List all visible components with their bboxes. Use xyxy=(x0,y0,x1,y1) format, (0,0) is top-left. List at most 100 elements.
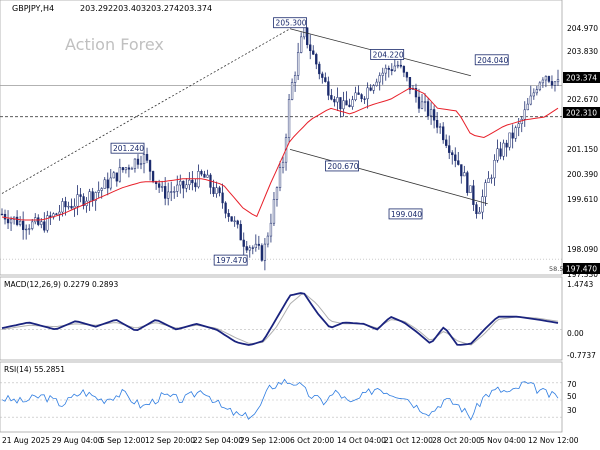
candle-body xyxy=(58,211,61,215)
candle-body xyxy=(357,92,360,95)
candle-body xyxy=(351,99,354,107)
candle-body xyxy=(324,77,327,82)
candle-body xyxy=(157,183,161,188)
candle-body xyxy=(239,224,242,241)
candle-body xyxy=(266,235,270,245)
candle-body xyxy=(306,27,309,46)
candle-body xyxy=(55,213,58,215)
candle-body xyxy=(64,201,67,208)
candle-body xyxy=(484,182,487,197)
candle-body xyxy=(336,97,339,103)
watermark: Action Forex xyxy=(65,35,164,54)
candle-body xyxy=(133,158,137,169)
price-tick: 198.090 xyxy=(567,245,598,254)
candle-body xyxy=(384,67,387,74)
candle-body xyxy=(360,94,363,100)
candle-body xyxy=(170,191,173,193)
candle-body xyxy=(366,87,369,100)
candle-body xyxy=(37,217,40,225)
current-price-text: 203.374 xyxy=(566,74,597,83)
candle-body xyxy=(345,100,348,106)
candle-body xyxy=(502,142,505,157)
candle-body xyxy=(236,220,239,225)
price-annotation: 200.670 xyxy=(325,160,359,172)
candle-body xyxy=(88,191,91,202)
candle-body xyxy=(164,186,167,199)
candle-body xyxy=(3,213,7,220)
candle-body xyxy=(496,148,499,161)
candle-body xyxy=(136,158,140,165)
candle-body xyxy=(242,239,245,247)
candle-body xyxy=(466,172,469,193)
candle-body xyxy=(469,185,472,193)
price-annotation: 201.240 xyxy=(110,142,145,154)
ohlc-high: 203.403 xyxy=(113,4,146,13)
candle-body xyxy=(330,95,333,100)
price-annotation: 197.470 xyxy=(213,254,248,266)
level-line-tag-text: 202.310 xyxy=(566,109,597,118)
candle-body xyxy=(25,228,28,231)
macd-main-line xyxy=(1,292,559,346)
candle-body xyxy=(396,64,399,67)
candle-body xyxy=(493,159,496,179)
candle-body xyxy=(94,192,97,201)
time-tick: 21 Oct 12:00 xyxy=(384,436,433,445)
candle-body xyxy=(435,120,439,128)
annotation-box xyxy=(273,17,307,29)
candle-body xyxy=(176,184,179,192)
candle-body xyxy=(417,96,421,109)
candle-body xyxy=(523,109,526,120)
price-tick: 202.670 xyxy=(567,95,598,104)
candle-body xyxy=(245,246,248,251)
candle-body xyxy=(28,228,31,230)
time-tick: 5 Sep 12:00 xyxy=(100,436,146,445)
candle-body xyxy=(182,180,185,189)
moving-average-line xyxy=(1,87,559,221)
candle-body xyxy=(451,152,454,156)
candle-body xyxy=(79,194,82,197)
candle-body xyxy=(390,69,393,72)
annotation-label: 201.240 xyxy=(113,144,144,153)
macd-label: MACD(12,26,9) 0.2279 0.2893 xyxy=(4,280,118,289)
candle-body xyxy=(67,205,70,208)
candle-body xyxy=(15,216,19,225)
annotation-label: 199.040 xyxy=(391,210,422,219)
candle-body xyxy=(215,187,218,194)
candle-body xyxy=(179,180,182,186)
candle-body xyxy=(281,161,285,168)
candle-body xyxy=(487,178,490,183)
candle-body xyxy=(251,247,254,249)
candle-body xyxy=(206,174,209,178)
candle-body xyxy=(414,88,418,98)
rsi-line xyxy=(1,378,559,421)
candle-body xyxy=(426,101,430,117)
candle-body xyxy=(460,164,463,177)
price-tick: 200.390 xyxy=(567,170,598,179)
macd-layer xyxy=(0,292,562,346)
candle-body xyxy=(248,247,251,251)
price-tick: 199.610 xyxy=(567,195,598,204)
candle-body xyxy=(61,201,64,213)
channel-lower-line xyxy=(289,148,488,205)
macd-tick: 0.00 xyxy=(567,329,584,338)
candle-body xyxy=(387,67,390,70)
candle-body xyxy=(97,190,100,193)
annotation-label: 204.040 xyxy=(477,56,508,65)
candle-body xyxy=(318,63,321,75)
candle-body xyxy=(185,184,188,189)
candle-body xyxy=(212,187,215,194)
price-tick: 203.830 xyxy=(567,47,598,56)
candle-body xyxy=(46,215,49,231)
candle-body xyxy=(173,191,176,193)
current-price-tag xyxy=(563,72,600,83)
candle-body xyxy=(167,191,170,199)
annotation-box xyxy=(110,142,145,154)
candle-body xyxy=(296,52,300,76)
candle-body xyxy=(218,187,221,194)
candle-body xyxy=(43,221,46,231)
candle-body xyxy=(520,118,523,125)
candle-body xyxy=(6,218,10,224)
candle-body xyxy=(203,173,206,178)
candle-body xyxy=(429,109,433,117)
candle-body xyxy=(263,243,267,261)
